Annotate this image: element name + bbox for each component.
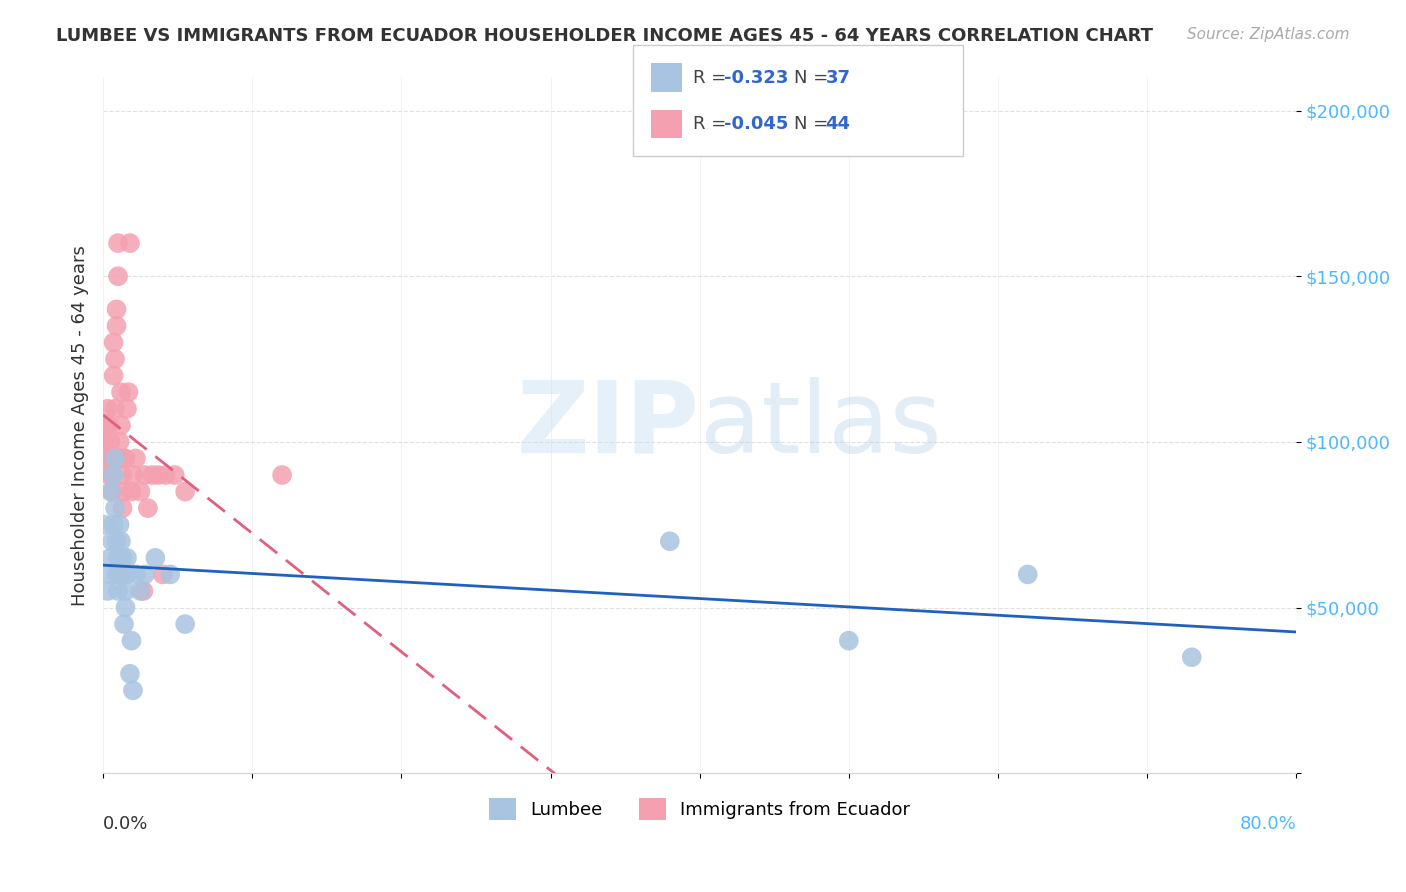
- Point: [838, 633, 860, 648]
- Point: [108, 517, 131, 532]
- Text: 0.0%: 0.0%: [103, 815, 149, 833]
- Legend: Lumbee, Immigrants from Ecuador: Lumbee, Immigrants from Ecuador: [489, 797, 910, 820]
- Point: [101, 468, 124, 483]
- Text: LUMBEE VS IMMIGRANTS FROM ECUADOR HOUSEHOLDER INCOME AGES 45 - 64 YEARS CORRELAT: LUMBEE VS IMMIGRANTS FROM ECUADOR HOUSEH…: [56, 27, 1153, 45]
- Point: [125, 567, 148, 582]
- Point: [93, 434, 115, 449]
- Point: [104, 451, 127, 466]
- Point: [97, 451, 120, 466]
- Point: [122, 683, 145, 698]
- Point: [105, 567, 128, 582]
- Point: [98, 468, 121, 483]
- Point: [148, 468, 170, 483]
- Point: [132, 584, 155, 599]
- Point: [103, 335, 125, 350]
- Point: [110, 385, 132, 400]
- Point: [163, 468, 186, 483]
- Point: [107, 550, 129, 565]
- Point: [103, 517, 125, 532]
- Point: [143, 550, 166, 565]
- Point: [111, 468, 134, 483]
- Point: [105, 302, 128, 317]
- Point: [129, 484, 152, 499]
- Text: R =: R =: [693, 69, 733, 87]
- Point: [141, 468, 163, 483]
- Point: [152, 567, 174, 582]
- Point: [107, 584, 129, 599]
- Point: [115, 550, 138, 565]
- Point: [155, 468, 177, 483]
- Point: [111, 501, 134, 516]
- Point: [115, 401, 138, 416]
- Point: [100, 451, 122, 466]
- Point: [100, 484, 122, 499]
- Text: 80.0%: 80.0%: [1240, 815, 1296, 833]
- Point: [104, 352, 127, 367]
- Point: [105, 318, 128, 333]
- Point: [107, 236, 129, 251]
- Point: [98, 567, 121, 582]
- Point: [101, 534, 124, 549]
- Point: [110, 567, 132, 582]
- Text: 37: 37: [825, 69, 851, 87]
- Text: R =: R =: [693, 115, 733, 133]
- Point: [108, 434, 131, 449]
- Point: [93, 517, 115, 532]
- Point: [114, 600, 136, 615]
- Text: N =: N =: [794, 69, 834, 87]
- Point: [110, 418, 132, 433]
- Text: -0.323: -0.323: [724, 69, 789, 87]
- Point: [105, 534, 128, 549]
- Point: [108, 550, 131, 565]
- Point: [104, 401, 127, 416]
- Point: [112, 451, 135, 466]
- Text: ZIP: ZIP: [517, 376, 700, 474]
- Point: [104, 501, 127, 516]
- Point: [174, 484, 197, 499]
- Text: atlas: atlas: [700, 376, 941, 474]
- Point: [111, 550, 134, 565]
- Point: [121, 633, 143, 648]
- Point: [114, 584, 136, 599]
- Text: N =: N =: [794, 115, 834, 133]
- Point: [271, 468, 294, 483]
- Point: [108, 451, 131, 466]
- Point: [122, 468, 145, 483]
- Point: [134, 468, 156, 483]
- Text: -0.045: -0.045: [724, 115, 789, 133]
- Point: [1181, 650, 1204, 665]
- Point: [97, 584, 120, 599]
- Point: [112, 617, 135, 632]
- Point: [121, 484, 143, 499]
- Point: [97, 401, 120, 416]
- Point: [114, 451, 136, 466]
- Point: [103, 468, 125, 483]
- Point: [100, 434, 122, 449]
- Text: 44: 44: [825, 115, 851, 133]
- Text: Source: ZipAtlas.com: Source: ZipAtlas.com: [1187, 27, 1350, 42]
- Point: [94, 418, 117, 433]
- Point: [101, 484, 124, 499]
- Point: [98, 418, 121, 433]
- Point: [118, 236, 141, 251]
- Point: [117, 385, 139, 400]
- Y-axis label: Householder Income Ages 45 - 64 years: Householder Income Ages 45 - 64 years: [72, 245, 89, 606]
- Point: [110, 534, 132, 549]
- Point: [1017, 567, 1039, 582]
- Point: [129, 584, 152, 599]
- Point: [100, 550, 122, 565]
- Point: [115, 567, 138, 582]
- Point: [112, 484, 135, 499]
- Point: [159, 567, 181, 582]
- Point: [107, 269, 129, 284]
- Point: [118, 666, 141, 681]
- Point: [174, 617, 197, 632]
- Point: [658, 534, 681, 549]
- Point: [134, 567, 156, 582]
- Point: [103, 368, 125, 383]
- Point: [136, 501, 159, 516]
- Point: [125, 451, 148, 466]
